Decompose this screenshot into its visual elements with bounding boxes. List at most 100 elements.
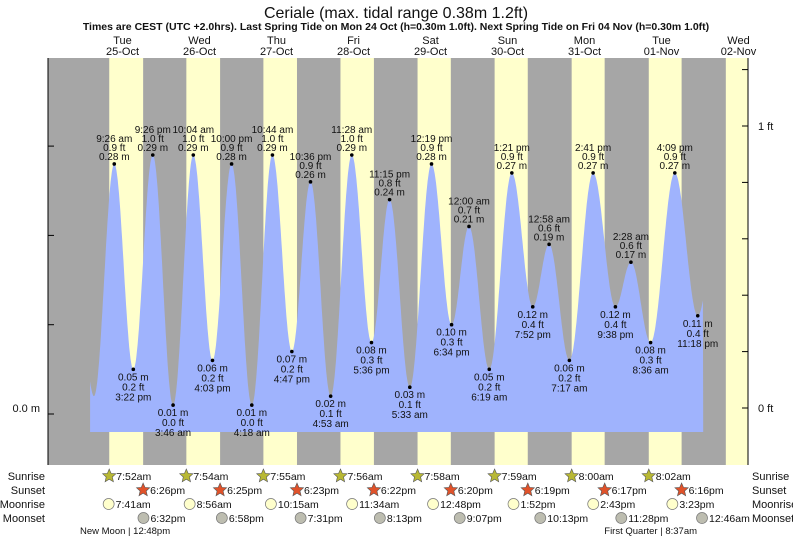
tide-time-label: 4:03 pm xyxy=(194,383,230,394)
moonset-icon xyxy=(453,512,466,524)
moonrise-time: 2:43pm xyxy=(600,499,635,511)
moonset-time: 10:13pm xyxy=(547,513,588,525)
tide-height-ft-label: 0.3 ft xyxy=(360,356,382,367)
day-labels: Tue25-OctWed26-OctThu27-OctFri28-OctSat2… xyxy=(106,35,757,58)
sunrise-time: 8:00am xyxy=(579,471,614,483)
tide-high-point xyxy=(112,162,117,166)
day-weekday-label: Wed xyxy=(727,35,749,47)
day-weekday-label: Mon xyxy=(574,35,595,47)
moonrise-time: 3:23pm xyxy=(679,499,714,511)
day-date-label: 25-Oct xyxy=(106,46,139,58)
tide-time-label: 2:28 am xyxy=(613,232,649,243)
tide-high-point xyxy=(591,171,595,175)
tide-time-label: 10:44 am xyxy=(252,125,294,136)
tide-time-label: 12:58 am xyxy=(528,214,570,225)
moonrise-icon xyxy=(346,498,358,510)
day-weekday-label: Tue xyxy=(113,35,132,47)
daylight-band xyxy=(725,58,748,465)
tide-height-m-label: 0.29 m xyxy=(178,143,209,154)
tide-height-m-label: 0.10 m xyxy=(436,328,467,339)
tide-low-point xyxy=(648,340,653,345)
tide-height-ft-label: 0.9 ft xyxy=(582,152,604,163)
day-date-label: 26-Oct xyxy=(183,46,216,58)
tide-time-label: 11:18 pm xyxy=(677,339,718,350)
tide-low-point xyxy=(171,403,175,407)
sunset-icon xyxy=(366,482,382,497)
tide-time-label: 7:52 pm xyxy=(515,330,551,341)
sunrise-icon xyxy=(255,468,271,483)
tide-height-ft-label: 0.9 ft xyxy=(664,152,686,163)
tide-low-point xyxy=(567,358,572,363)
tide-height-ft-label: 0.2 ft xyxy=(281,364,303,375)
row-label-sunset: Sunset xyxy=(11,485,45,497)
moonset-icon xyxy=(137,512,150,524)
sunset-icon xyxy=(289,482,305,497)
tide-height-ft-label: 0.3 ft xyxy=(440,338,462,349)
tide-high-point xyxy=(387,197,392,202)
tide-height-m-label: 0.29 m xyxy=(336,143,367,154)
tide-height-ft-label: 0.2 ft xyxy=(478,382,500,393)
day-weekday-label: Tue xyxy=(652,35,671,47)
row-label-moonset: Moonset xyxy=(3,513,45,525)
moonset-time: 6:58pm xyxy=(229,513,264,525)
tide-height-ft-label: 0.9 ft xyxy=(420,143,442,154)
sunset-icon xyxy=(135,482,151,497)
moonrise-time: 12:48pm xyxy=(440,499,481,511)
moonset-time: 11:28pm xyxy=(628,513,668,525)
sunrise-time: 7:56am xyxy=(347,471,382,483)
moonrise-icon xyxy=(183,498,196,510)
right-axis-1ft-label: 1 ft xyxy=(758,121,773,133)
tide-time-label: 4:47 pm xyxy=(274,374,310,385)
tide-low-point xyxy=(249,403,254,407)
tide-height-m-label: 0.29 m xyxy=(257,143,288,154)
moonset-icon xyxy=(294,512,307,524)
tide-time-label: 11:28 am xyxy=(331,125,372,136)
tide-height-ft-label: 0.0 ft xyxy=(162,418,184,429)
tide-height-m-label: 0.28 m xyxy=(99,152,130,163)
sunset-time: 6:19pm xyxy=(535,485,570,497)
row-label-moonrise-right: Moonrise xyxy=(752,499,793,511)
tide-time-label: 3:46 am xyxy=(155,428,191,439)
tide-height-m-label: 0.11 m xyxy=(683,319,713,330)
tide-height-ft-label: 0.1 ft xyxy=(399,400,421,411)
row-label-sunrise-right: Sunrise xyxy=(752,471,789,483)
day-weekday-label: Sat xyxy=(422,35,439,47)
day-date-label: 27-Oct xyxy=(260,46,293,58)
tide-high-point xyxy=(150,153,155,157)
tide-height-ft-label: 0.4 ft xyxy=(687,329,709,340)
tide-height-ft-label: 0.7 ft xyxy=(458,205,480,216)
tide-height-m-label: 0.12 m xyxy=(517,310,548,321)
sunrise-time: 7:58am xyxy=(425,471,460,483)
moonset-time: 6:32pm xyxy=(150,513,185,525)
tide-height-ft-label: 0.9 ft xyxy=(220,143,242,154)
tide-height-m-label: 0.07 m xyxy=(277,354,308,365)
sunset-time: 6:23pm xyxy=(304,485,339,497)
moonset-time: 7:31pm xyxy=(308,513,343,525)
sunrise-time: 7:55am xyxy=(270,471,305,483)
tide-low-point xyxy=(290,349,294,354)
tide-low-point xyxy=(530,305,535,309)
sunrise-icon xyxy=(101,468,117,483)
tide-time-label: 10:04 am xyxy=(172,125,214,136)
moonrise-time: 11:34am xyxy=(359,499,399,511)
tide-low-point xyxy=(328,394,333,398)
tide-height-m-label: 0.03 m xyxy=(395,390,426,401)
tide-height-m-label: 0.27 m xyxy=(660,161,691,172)
day-date-label: 02-Nov xyxy=(721,46,757,58)
tide-height-m-label: 0.28 m xyxy=(416,152,447,163)
tide-height-ft-label: 0.6 ft xyxy=(620,241,642,252)
tide-time-label: 9:26 am xyxy=(96,134,132,145)
tide-height-m-label: 0.24 m xyxy=(374,188,405,199)
moonrise-time: 7:41am xyxy=(116,499,151,511)
tide-height-ft-label: 0.8 ft xyxy=(378,179,400,190)
tide-extrema: 9:26 am0.9 ft0.28 m0.05 m0.2 ft3:22 pm9:… xyxy=(96,125,718,439)
moonrise-icon xyxy=(507,498,520,510)
tide-high-point xyxy=(673,171,677,175)
tide-high-point xyxy=(467,224,471,229)
sunset-time: 6:25pm xyxy=(227,485,262,497)
sunrise-icon xyxy=(410,468,425,483)
day-weekday-label: Fri xyxy=(347,35,360,47)
moonrise-icon xyxy=(265,498,277,510)
day-weekday-label: Wed xyxy=(188,35,210,47)
